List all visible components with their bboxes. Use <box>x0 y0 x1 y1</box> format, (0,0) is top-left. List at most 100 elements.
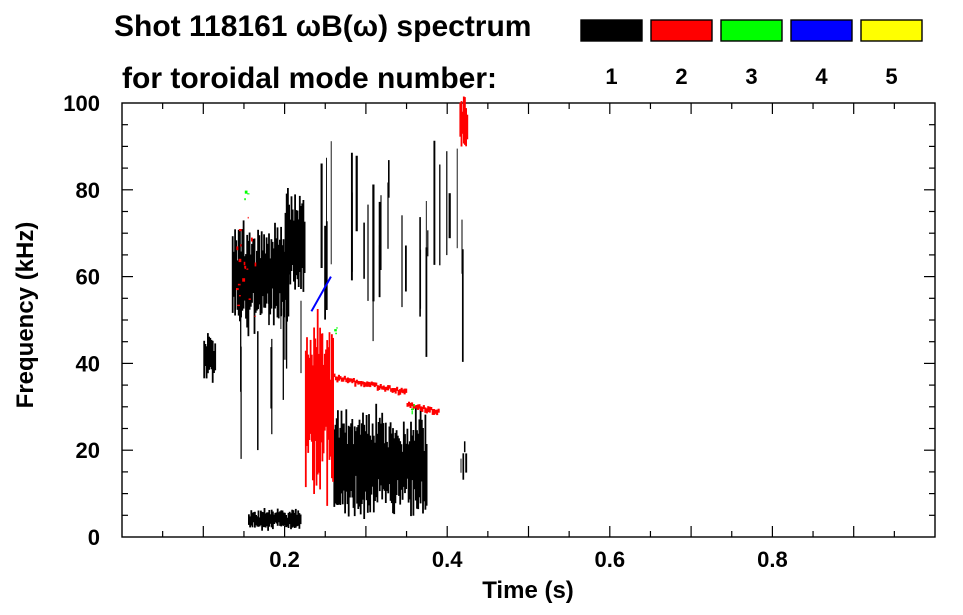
spectral-sliver <box>248 232 251 310</box>
spectral-band-segment <box>363 381 366 388</box>
spectral-sliver <box>298 195 301 272</box>
spectral-fleck <box>239 295 241 297</box>
spectral-sliver <box>270 239 273 309</box>
spectral-fleck <box>247 216 249 219</box>
spectral-sliver <box>353 426 356 517</box>
spectral-sliver <box>262 512 265 528</box>
spectral-sliver <box>461 111 464 134</box>
spectral-sliver <box>234 229 236 316</box>
spectral-band-segment <box>358 381 361 385</box>
spectral-fleck <box>240 244 242 247</box>
spectral-band-segment <box>369 382 372 388</box>
spectral-sliver <box>417 433 420 510</box>
spectral-sliver <box>310 354 313 442</box>
spectral-fleck <box>413 404 415 407</box>
spectral-band-segment <box>334 376 337 381</box>
spectral-sliver <box>331 334 333 479</box>
spectral-sliver <box>302 200 305 292</box>
spectral-band-segment <box>372 382 375 386</box>
spectral-sliver <box>395 430 398 495</box>
spectral-fleck <box>334 329 337 332</box>
spectral-sliver <box>284 512 286 526</box>
spectral-sliver <box>370 439 373 495</box>
spectral-sliver <box>293 220 295 282</box>
spectral-sliver <box>400 444 403 490</box>
spectral-sliver <box>286 517 289 527</box>
spectral-sliver <box>271 241 274 289</box>
spectral-sliver <box>242 220 245 309</box>
spectral-band-segment <box>378 385 381 390</box>
spectral-band-segment <box>399 389 402 395</box>
spectral-fleck <box>336 327 338 329</box>
mode-3-region <box>244 190 250 201</box>
spectral-sliver <box>377 422 380 480</box>
spectral-sliver <box>260 231 263 314</box>
spectral-sliver <box>276 227 279 318</box>
spectral-fleck <box>239 229 242 232</box>
spectral-sliver <box>465 108 467 147</box>
spectral-sliver <box>374 442 376 501</box>
spectral-sliver <box>350 423 352 491</box>
spectral-sliver <box>269 514 272 524</box>
mode-1-region <box>203 333 217 383</box>
spectral-sliver <box>413 440 416 490</box>
spectral-sliver <box>274 512 277 523</box>
legend-swatch-mode-1 <box>580 19 643 42</box>
spectral-band-segment <box>397 389 400 396</box>
spectral-sliver <box>359 434 362 515</box>
spectral-sliver <box>332 337 334 482</box>
spectral-sliver <box>289 219 292 285</box>
spectral-fleck <box>251 237 253 242</box>
spectral-sliver <box>341 423 344 505</box>
spectral-sliver <box>358 419 361 507</box>
spectral-sliver <box>205 346 208 379</box>
spectral-sliver <box>249 254 252 307</box>
spectral-band-segment <box>366 381 369 387</box>
spectral-band-segment <box>419 406 422 411</box>
spectral-sliver <box>407 444 410 503</box>
mode-3-region <box>334 327 338 335</box>
spectral-band-segment <box>381 386 384 390</box>
spectral-sliver <box>460 101 463 147</box>
spectral-band-segment <box>376 385 379 391</box>
spectral-sliver <box>254 264 257 313</box>
spectral-fleck <box>237 283 241 286</box>
spectral-fleck <box>244 198 246 201</box>
spectral-band-segment <box>422 405 425 409</box>
spectral-sliver <box>329 379 332 457</box>
x-tick-labels: 0.2 0.4 0.6 0.8 <box>269 547 787 572</box>
mode-2-region <box>304 309 334 506</box>
spectral-band-segment <box>431 409 434 415</box>
spectral-sliver <box>334 424 337 504</box>
spectral-sliver <box>410 421 412 517</box>
spectral-band-segment <box>367 381 370 387</box>
spectral-sliver <box>411 435 414 481</box>
spectral-fleck <box>246 268 249 270</box>
mode-1-region <box>284 188 306 292</box>
spectral-sliver <box>314 338 317 441</box>
mode-1-region <box>460 441 468 480</box>
spectral-sliver <box>418 419 421 498</box>
spectral-sliver <box>462 96 465 144</box>
spectral-sliver <box>279 511 281 526</box>
spectral-band-segment <box>384 386 387 392</box>
spectral-sliver <box>382 423 385 490</box>
spectral-sliver <box>209 337 212 367</box>
spectral-sliver <box>235 240 238 289</box>
mode-4-region <box>310 276 332 312</box>
x-tick-label: 0.4 <box>432 547 463 572</box>
x-tick-label: 0.8 <box>757 547 788 572</box>
spectral-sliver <box>399 441 402 505</box>
spectral-band-segment <box>373 382 376 388</box>
spectral-sliver <box>274 222 276 309</box>
spectral-sliver <box>405 443 408 489</box>
legend-label-mode-1: 1 <box>605 64 617 89</box>
chart-title-line2: for toroidal mode number: <box>122 62 497 95</box>
spectral-band-segment <box>360 381 363 387</box>
spectral-sliver <box>412 430 415 516</box>
spectral-sliver <box>249 516 251 528</box>
spectral-band-segment <box>413 405 416 409</box>
spectral-sliver <box>340 410 343 494</box>
spectral-sliver <box>424 414 427 510</box>
spectral-band-segment <box>375 382 378 386</box>
